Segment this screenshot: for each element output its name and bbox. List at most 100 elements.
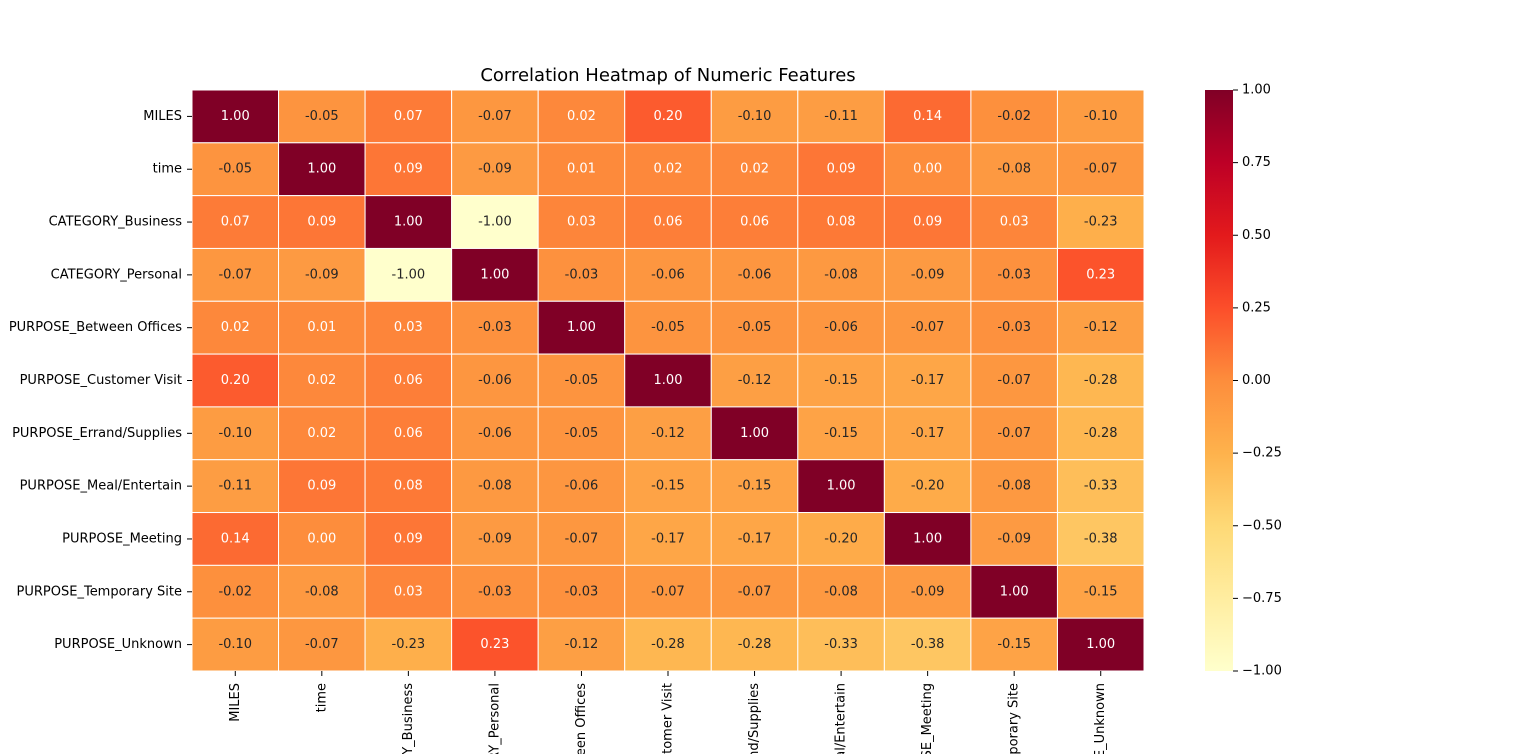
cell-label: 0.20 bbox=[221, 373, 250, 388]
cell-label: 0.00 bbox=[913, 162, 942, 177]
cell-label: 1.00 bbox=[307, 162, 336, 177]
cell-label: 0.09 bbox=[913, 215, 942, 230]
y-tick-label: PURPOSE_Meeting bbox=[62, 531, 182, 546]
cell-label: 0.03 bbox=[567, 215, 596, 230]
cell-label: 0.09 bbox=[307, 215, 336, 230]
heatmap-cell bbox=[710, 300, 799, 355]
cell-label: -0.03 bbox=[478, 320, 512, 335]
cell-label: -0.09 bbox=[478, 531, 512, 546]
heatmap-cell bbox=[191, 300, 280, 355]
cell-label: -0.03 bbox=[478, 584, 512, 599]
x-tick-label: PURPOSE_Errand/Supplies bbox=[747, 683, 762, 754]
cell-label: -1.00 bbox=[392, 267, 426, 282]
heatmap-cell bbox=[624, 512, 712, 566]
heatmap-cell bbox=[883, 142, 972, 197]
heatmap-cell bbox=[364, 142, 453, 197]
cell-label: -0.03 bbox=[565, 584, 599, 599]
cell-label: 0.23 bbox=[1086, 267, 1115, 282]
heatmap-cell bbox=[278, 300, 366, 355]
cell-label: -0.17 bbox=[911, 426, 945, 441]
x-tick-label: PURPOSE_Customer Visit bbox=[661, 683, 676, 754]
cell-label: -0.17 bbox=[911, 373, 945, 388]
x-tick-label: PURPOSE_Unknown bbox=[1093, 683, 1108, 754]
cell-label: 1.00 bbox=[654, 373, 683, 388]
colorbar-tick-label: 0.25 bbox=[1242, 300, 1271, 315]
heatmap-cell bbox=[970, 406, 1058, 461]
cell-label: -0.06 bbox=[824, 320, 858, 335]
heatmap-cell bbox=[1056, 564, 1145, 619]
heatmap-cell bbox=[710, 459, 799, 514]
y-tick-label: PURPOSE_Temporary Site bbox=[17, 584, 182, 599]
cell-label: -0.09 bbox=[911, 584, 945, 599]
cell-label: -1.00 bbox=[478, 215, 512, 230]
x-tick-label: CATEGORY_Business bbox=[401, 683, 416, 754]
heatmap-cell bbox=[710, 512, 799, 566]
heatmap-cell bbox=[364, 406, 453, 461]
heatmap-cell bbox=[624, 142, 712, 197]
heatmap-cell bbox=[883, 353, 972, 408]
cell-label: -0.08 bbox=[997, 479, 1031, 494]
heatmap-cell bbox=[278, 459, 366, 514]
heatmap-cell bbox=[797, 142, 885, 197]
cell-label: 0.03 bbox=[394, 320, 423, 335]
cell-label: -0.20 bbox=[824, 531, 858, 546]
cell-label: 0.07 bbox=[394, 109, 423, 124]
cell-label: -0.06 bbox=[478, 426, 512, 441]
heatmap-cell bbox=[797, 512, 885, 566]
heatmap-cell bbox=[364, 89, 453, 144]
cell-label: 0.06 bbox=[740, 215, 769, 230]
heatmap-cell bbox=[710, 406, 799, 461]
heatmap-cell bbox=[970, 89, 1058, 144]
cell-label: -0.07 bbox=[651, 584, 685, 599]
colorbar-tick-label: −1.00 bbox=[1242, 664, 1282, 679]
y-tick-label: MILES bbox=[143, 109, 182, 124]
cell-label: -0.08 bbox=[478, 479, 512, 494]
cell-label: -0.07 bbox=[911, 320, 945, 335]
cell-label: 0.02 bbox=[221, 320, 250, 335]
cell-label: -0.05 bbox=[565, 373, 599, 388]
cell-label: 0.14 bbox=[221, 531, 250, 546]
cell-label: 0.06 bbox=[654, 215, 683, 230]
cell-label: -0.08 bbox=[824, 584, 858, 599]
cell-label: -0.05 bbox=[305, 109, 339, 124]
heatmap-cell bbox=[883, 617, 972, 672]
cell-label: -0.06 bbox=[651, 267, 685, 282]
cell-label: -0.09 bbox=[478, 162, 512, 177]
cell-label: 1.00 bbox=[740, 426, 769, 441]
heatmap-cell bbox=[797, 459, 885, 514]
x-tick-label: PURPOSE_Meeting bbox=[920, 683, 935, 754]
y-tick-label: PURPOSE_Meal/Entertain bbox=[20, 479, 182, 494]
cell-label: -0.07 bbox=[997, 426, 1031, 441]
cell-label: -0.03 bbox=[565, 267, 599, 282]
heatmap-cell bbox=[537, 195, 626, 249]
y-tick-label: CATEGORY_Business bbox=[49, 215, 183, 230]
heatmap-cell bbox=[883, 247, 972, 302]
y-tick-label: CATEGORY_Personal bbox=[51, 267, 182, 282]
cell-label: 0.09 bbox=[394, 531, 423, 546]
y-tick-label: time bbox=[153, 162, 182, 177]
cell-label: 1.00 bbox=[221, 109, 250, 124]
cell-label: -0.20 bbox=[911, 479, 945, 494]
cell-label: -0.03 bbox=[997, 320, 1031, 335]
heatmap-cell bbox=[451, 89, 539, 144]
heatmap-cell bbox=[1056, 459, 1145, 514]
cell-label: -0.28 bbox=[738, 637, 772, 652]
heatmap-cell bbox=[1056, 512, 1145, 566]
heatmap-cell bbox=[278, 406, 366, 461]
heatmap-cell bbox=[451, 459, 539, 514]
cell-label: -0.03 bbox=[997, 267, 1031, 282]
cell-label: -0.23 bbox=[392, 637, 426, 652]
cell-label: -0.07 bbox=[997, 373, 1031, 388]
cell-label: -0.07 bbox=[305, 637, 339, 652]
cell-label: 0.03 bbox=[394, 584, 423, 599]
heatmap-cell bbox=[537, 247, 626, 302]
cell-label: 0.07 bbox=[221, 215, 250, 230]
cell-label: -0.15 bbox=[651, 479, 685, 494]
heatmap-cell bbox=[278, 89, 366, 144]
heatmap-cell bbox=[451, 353, 539, 408]
cell-label: -0.06 bbox=[565, 479, 599, 494]
colorbar-tick-label: −0.25 bbox=[1242, 446, 1282, 461]
cell-label: -0.33 bbox=[824, 637, 858, 652]
cell-label: 1.00 bbox=[480, 267, 509, 282]
heatmap-cell bbox=[191, 564, 280, 619]
